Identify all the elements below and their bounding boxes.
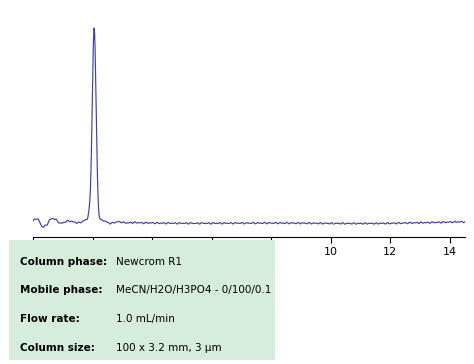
Text: Flow rate:: Flow rate: [20,314,80,324]
Text: Column phase:: Column phase: [20,257,107,267]
Text: 1.0 mL/min: 1.0 mL/min [116,314,174,324]
Text: Mobile phase:: Mobile phase: [20,285,102,296]
Text: Column size:: Column size: [20,343,95,353]
Text: 100 x 3.2 mm, 3 μm: 100 x 3.2 mm, 3 μm [116,343,221,353]
Text: Newcrom R1: Newcrom R1 [116,257,182,267]
Text: MeCN/H2O/H3PO4 - 0/100/0.1: MeCN/H2O/H3PO4 - 0/100/0.1 [116,285,271,296]
